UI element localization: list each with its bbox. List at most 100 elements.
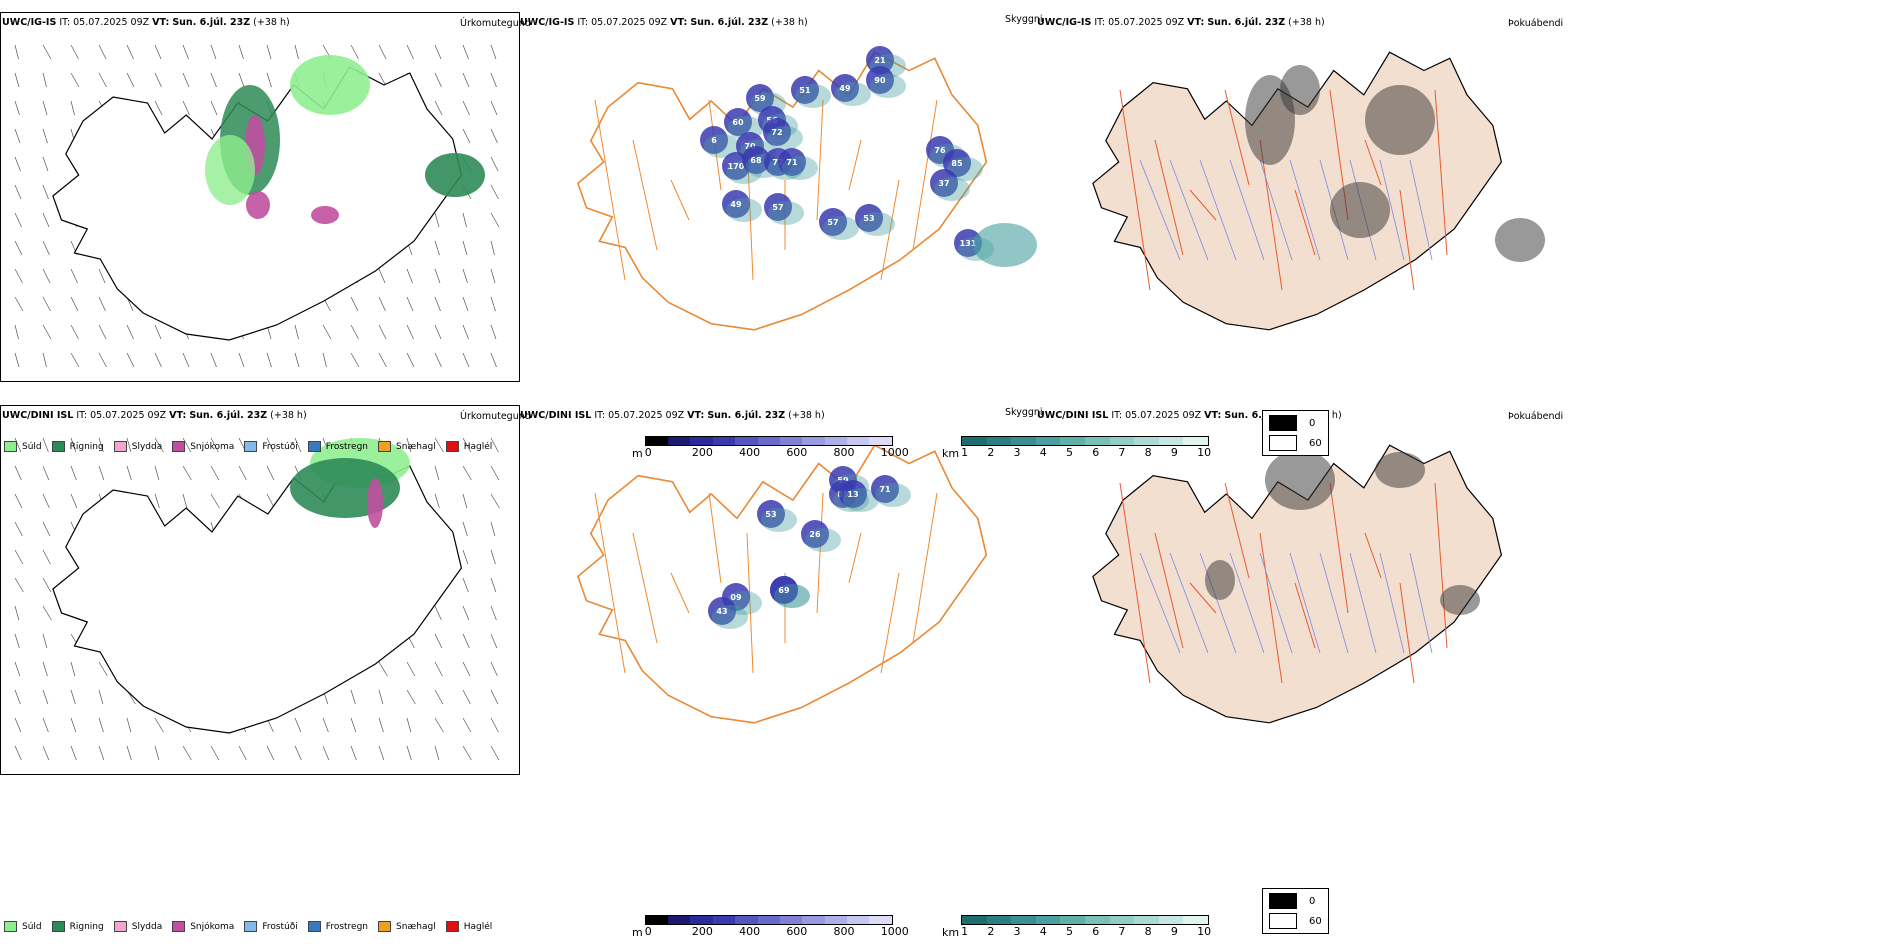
colorbar-tick: 7 <box>1118 446 1126 459</box>
colorbar-segment <box>962 437 987 445</box>
legend-label: Snjókoma <box>190 921 235 932</box>
precip-legend-item: Rigning <box>51 921 104 932</box>
colorbar-tick: 2 <box>987 925 995 938</box>
colorbar-tick: 1 <box>961 925 969 938</box>
colorbar-tick: 800 <box>833 446 855 459</box>
low-cloud-area <box>708 597 736 625</box>
legend-swatch <box>307 921 321 932</box>
colorbar-segment <box>668 437 691 445</box>
precip-legend-item: Frostregn <box>307 921 369 932</box>
colorbar-segment <box>802 437 825 445</box>
precip-legend-item: Rigning <box>51 441 104 452</box>
colorbar-segment <box>645 916 669 924</box>
colorbar-segment <box>1035 916 1061 924</box>
precip-title-top: Úrkomutegund <box>460 18 531 29</box>
cloud-base-label: 09 <box>730 593 742 602</box>
colorbar-segment <box>779 916 803 924</box>
colorbar-segment <box>869 437 892 445</box>
legend-label: Rigning <box>69 921 104 932</box>
colorbar-tick: 400 <box>739 925 761 938</box>
colorbar-tick: 8 <box>1144 925 1152 938</box>
colorbar-segment <box>690 916 713 924</box>
colorbar-unit: m <box>632 926 643 939</box>
fog-area <box>1205 560 1235 600</box>
cloud-base-label: 26 <box>809 530 821 539</box>
low-cloud-area <box>829 480 857 508</box>
fog-legend-label: 60 <box>1309 915 1322 927</box>
colorbar-segment <box>1183 916 1209 924</box>
colorbar-tick: 200 <box>691 446 713 459</box>
cloud-base-colorbar-top: m 0 200 400 600 800 1000 <box>632 436 909 460</box>
legend-label: Frostregn <box>325 921 369 932</box>
visibility-colorbar-bottom: km 1 2 3 4 5 6 7 8 9 10 <box>942 915 1211 939</box>
colorbar-segment <box>986 916 1012 924</box>
header-fog-top: UWC/IG-IS IT: 05.07.2025 09Z VT: Sun. 6.… <box>1037 17 1325 28</box>
low-visibility-area <box>833 474 869 498</box>
colorbar-segment <box>1158 437 1184 445</box>
precip-legend-item: Slydda <box>113 921 163 932</box>
colorbar-segment <box>1109 437 1135 445</box>
colorbar-segment <box>1109 916 1135 924</box>
fog-area <box>1440 585 1480 615</box>
legend-swatch <box>445 441 459 452</box>
colorbar-tick: 200 <box>691 925 713 938</box>
low-cloud-area <box>871 475 899 503</box>
road-line <box>594 492 626 674</box>
colorbar-tick: 7 <box>1118 925 1126 938</box>
colorbar-tick: 600 <box>786 446 808 459</box>
precip-legend-item: Súld <box>4 441 42 452</box>
colorbar-tick: 9 <box>1170 446 1178 459</box>
colorbar-segment <box>690 437 713 445</box>
low-cloud-area <box>770 576 798 604</box>
legend-swatch <box>113 441 127 452</box>
precip-legend-item: Haglél <box>445 921 492 932</box>
fog-legend-row: 60 <box>1269 913 1322 929</box>
precip-legend-item: Snæhagl <box>378 441 436 452</box>
low-cloud-area <box>801 520 829 548</box>
cloud-base-label: 59 <box>837 476 849 485</box>
river-line <box>1169 552 1209 654</box>
colorbar-segment <box>846 437 870 445</box>
precip-panel-top <box>0 12 520 382</box>
road-line <box>1189 582 1217 614</box>
fog-legend-label: 0 <box>1309 417 1316 429</box>
colorbar-tick: 1000 <box>880 925 909 938</box>
legend-label: Slydda <box>131 921 163 932</box>
colorbar-segment <box>668 916 691 924</box>
cloud-base-label: 71 <box>879 485 891 494</box>
colorbar-unit: m <box>632 447 643 460</box>
precip-legend-item: Frostúði <box>244 921 298 932</box>
precip-legend-item: Frostúði <box>244 441 298 452</box>
legend-label: Súld <box>22 441 42 452</box>
colorbar-tick: 1 <box>961 446 969 459</box>
legend-label: Snæhagl <box>396 921 436 932</box>
low-visibility-area <box>875 483 911 507</box>
low-cloud-area <box>722 583 750 611</box>
colorbar-segment <box>1134 437 1159 445</box>
low-visibility-area <box>833 488 869 512</box>
low-visibility-area <box>774 584 810 608</box>
road-line <box>1119 482 1151 684</box>
visibility-colorbar-top: km 1 2 3 4 5 6 7 8 9 10 <box>942 436 1212 460</box>
colorbar-tick: 10 <box>1197 446 1212 459</box>
colorbar-tick: 0 <box>644 925 652 938</box>
river-line <box>1319 552 1349 654</box>
colorbar-segment <box>1134 916 1159 924</box>
legend-label: Frostregn <box>325 441 369 452</box>
precip-legend-item: Haglél <box>445 441 492 452</box>
colorbar-segment <box>1035 437 1061 445</box>
road-line <box>632 532 658 644</box>
fog-legend-row: 0 <box>1269 893 1322 909</box>
colorbar-segment <box>1085 916 1110 924</box>
river-line <box>1289 552 1321 654</box>
road-line <box>1259 532 1283 684</box>
legend-swatch <box>4 441 17 452</box>
cloud-base-label: 69 <box>778 586 790 595</box>
fog-swatch <box>1269 893 1297 909</box>
legend-label: Slydda <box>131 441 163 452</box>
colorbar-tick: 2 <box>987 446 995 459</box>
precip-legend-item: Snæhagl <box>378 921 436 932</box>
precip-legend-top: Súld Rigning Slydda Snjókoma Frostúði Frostre… <box>4 441 492 452</box>
legend-swatch <box>4 921 17 932</box>
road-line <box>670 572 690 614</box>
